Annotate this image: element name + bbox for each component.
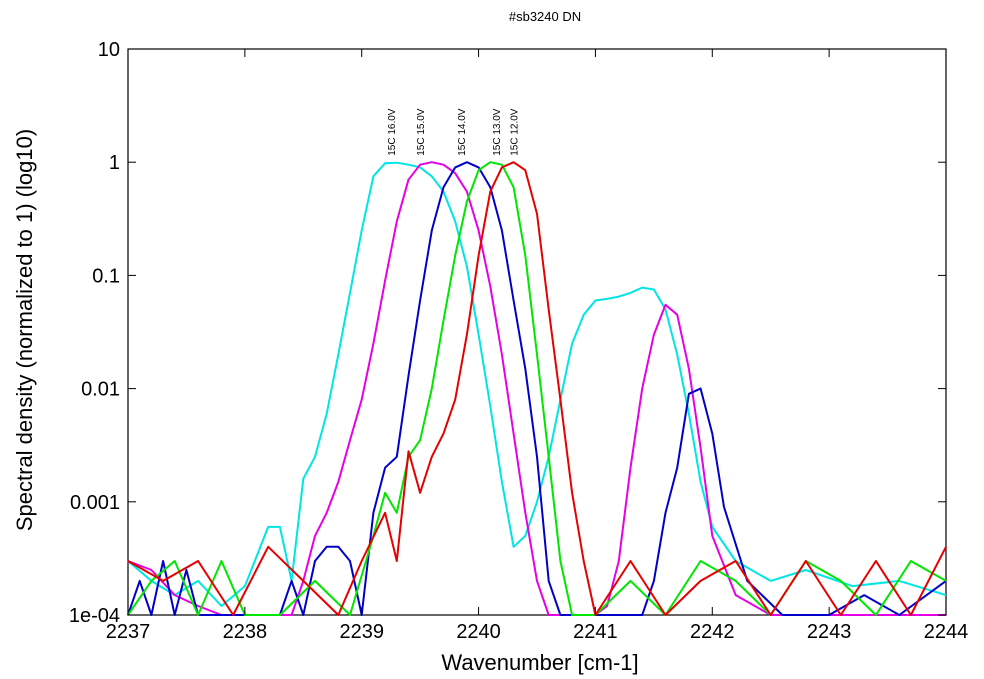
x-tick-label: 2242 xyxy=(690,621,735,643)
series-line-5 xyxy=(127,161,947,616)
series-line-1 xyxy=(127,161,947,607)
x-tick-label: 2239 xyxy=(339,621,384,643)
x-axis-label: Wavenumber [cm-1] xyxy=(441,650,638,675)
y-axis-label: Spectral density (normalized to 1) (log1… xyxy=(12,129,37,531)
series-line-2 xyxy=(127,161,946,616)
series-group xyxy=(127,161,947,616)
plot-area xyxy=(127,48,947,616)
series-line-4 xyxy=(127,161,947,616)
peak-annotations: 15C 16.0V 15C 15.0V 15C 14.0V 15C 13.0V 15C … xyxy=(387,108,521,156)
peak-annotation: 15C 14.0V xyxy=(457,108,468,156)
y-tick-label: 10 xyxy=(98,39,120,61)
x-tick-label: 2240 xyxy=(456,621,501,643)
x-tick-label: 2244 xyxy=(924,621,969,643)
plot-frame xyxy=(127,48,947,616)
x-tick-label: 2243 xyxy=(807,621,852,643)
x-tick-label: 2237 xyxy=(106,621,151,643)
peak-annotation: 15C 16.0V xyxy=(387,108,398,156)
y-tick-label: 1e-04 xyxy=(69,605,120,627)
chart-title: #sb3240 DN xyxy=(509,9,581,24)
peak-annotation: 15C 13.0V xyxy=(492,108,503,156)
peak-annotation: 15C 12.0V xyxy=(510,108,521,156)
axis-ticks: 2237 2238 2239 2240 2241 2242 2243 2244 1e-04 0.0… xyxy=(69,39,968,643)
y-tick-label: 0.1 xyxy=(92,265,120,287)
y-tick-label: 0.001 xyxy=(70,492,120,514)
x-tick-label: 2238 xyxy=(223,621,268,643)
peak-annotation: 15C 15.0V xyxy=(416,108,427,156)
x-tick-label: 2241 xyxy=(573,621,618,643)
y-tick-label: 1 xyxy=(109,152,120,174)
y-tick-label: 0.01 xyxy=(81,379,120,401)
